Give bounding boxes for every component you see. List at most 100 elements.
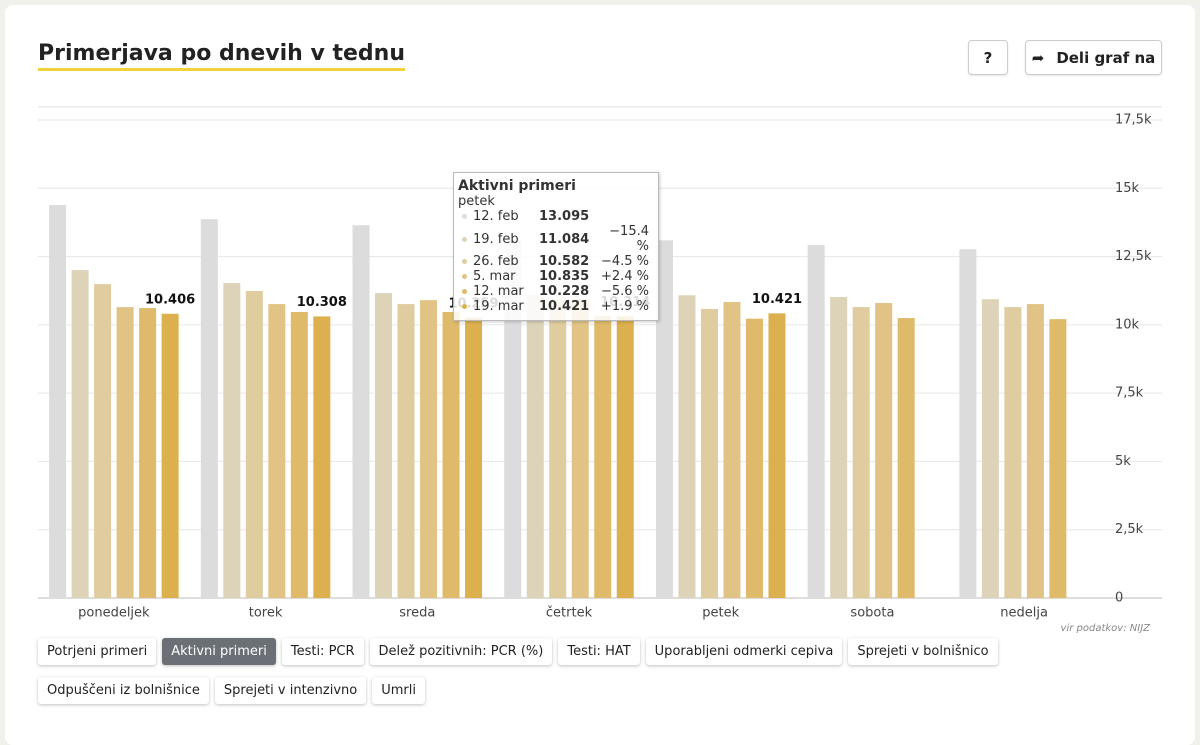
bar bbox=[1004, 307, 1022, 598]
tooltip-date: 5. mar bbox=[473, 269, 516, 284]
metric-button[interactable]: Sprejeti v intenzivno bbox=[214, 677, 367, 704]
bar bbox=[397, 304, 415, 598]
tooltip-value: 13.095 bbox=[539, 209, 590, 224]
bar bbox=[465, 317, 483, 598]
data-label: 10.406 bbox=[145, 292, 195, 307]
metric-button[interactable]: Potrjeni primeri bbox=[38, 638, 157, 665]
data-label: 10.421 bbox=[752, 292, 802, 307]
tooltip-row: 5. mar 10.835 +2.4 % bbox=[458, 269, 654, 284]
tooltip-dot bbox=[462, 236, 467, 242]
tooltip-row: 26. feb 10.582 −4.5 % bbox=[458, 254, 654, 269]
bar bbox=[830, 296, 848, 598]
tooltip-row: 19. feb 11.084 −15.4 % bbox=[458, 224, 654, 254]
tooltip-category: petek bbox=[458, 194, 495, 209]
bar bbox=[200, 219, 218, 598]
x-tick-label: sobota bbox=[850, 606, 894, 621]
tooltip-dot bbox=[462, 274, 467, 279]
metric-button[interactable]: Sprejeti v bolnišnico bbox=[848, 638, 998, 665]
tooltip-change: +2.4 % bbox=[600, 269, 649, 284]
tooltip-value: 10.421 bbox=[539, 299, 590, 314]
bar bbox=[71, 270, 89, 598]
tooltip-date: 26. feb bbox=[473, 254, 519, 269]
y-tick-label: 12,5k bbox=[1115, 249, 1152, 264]
data-label: 10.308 bbox=[297, 295, 347, 310]
metric-button[interactable]: Testi: HAT bbox=[558, 638, 640, 665]
tooltip-value: 10.228 bbox=[539, 284, 590, 299]
x-tick-label: nedelja bbox=[1000, 606, 1048, 621]
metric-button[interactable]: Testi: PCR bbox=[281, 638, 364, 665]
tooltip-change: −4.5 % bbox=[600, 254, 649, 269]
help-button[interactable]: ? bbox=[968, 40, 1008, 75]
metric-button[interactable]: Umrli bbox=[372, 677, 425, 704]
metric-button[interactable]: Uporabljeni odmerki cepiva bbox=[645, 638, 843, 665]
bar bbox=[442, 312, 460, 598]
bar bbox=[768, 313, 786, 598]
y-tick-label: 5k bbox=[1115, 454, 1131, 469]
tooltip-row: 12. feb 13.095 bbox=[458, 209, 654, 224]
bar bbox=[981, 299, 999, 598]
button-bar: Potrjeni primeri Aktivni primeri Testi: PC… bbox=[38, 638, 1108, 704]
y-tick-label: 0 bbox=[1115, 591, 1123, 606]
bar bbox=[139, 308, 157, 598]
y-tick-label: 2,5k bbox=[1115, 522, 1144, 537]
x-tick-label: torek bbox=[249, 606, 283, 621]
bar bbox=[245, 290, 263, 598]
tooltip-title: Aktivni primeri bbox=[458, 178, 576, 194]
bar bbox=[352, 225, 370, 598]
tooltip-change: +1.9 % bbox=[600, 299, 649, 314]
bar bbox=[678, 295, 696, 598]
tooltip-value: 10.835 bbox=[539, 269, 590, 284]
metric-button[interactable]: Aktivni primeri bbox=[162, 638, 276, 665]
tooltip-date: 19. mar bbox=[473, 299, 524, 314]
title: Primerjava po dnevih v tednu bbox=[38, 40, 406, 71]
bar bbox=[571, 298, 589, 598]
y-tick-label: 7,5k bbox=[1115, 386, 1144, 401]
bar bbox=[959, 249, 977, 598]
bar bbox=[116, 307, 134, 598]
tooltip-dot bbox=[462, 289, 467, 294]
tooltip-row: 19. mar 10.421 +1.9 % bbox=[458, 299, 654, 314]
metric-button[interactable]: Delež pozitivnih: PCR (%) bbox=[369, 638, 553, 665]
bar bbox=[49, 205, 67, 599]
x-tick-label: sreda bbox=[399, 606, 435, 621]
x-tick-label: petek bbox=[702, 606, 739, 621]
tooltip-date: 12. mar bbox=[473, 284, 524, 299]
bar bbox=[700, 308, 718, 598]
bar bbox=[268, 304, 286, 598]
x-tick-label: ponedeljek bbox=[78, 606, 150, 621]
bar bbox=[526, 294, 544, 598]
source: vir podatkov: NIJZ bbox=[1061, 623, 1152, 634]
share-button[interactable]: ➦ Deli graf na bbox=[1025, 40, 1162, 75]
bar bbox=[420, 300, 438, 598]
bar bbox=[375, 293, 393, 598]
bar bbox=[897, 318, 915, 598]
metric-button[interactable]: Odpuščeni iz bolnišnice bbox=[38, 677, 209, 704]
bar bbox=[549, 300, 567, 598]
bar bbox=[594, 316, 612, 598]
share-label: Deli graf na bbox=[1056, 48, 1156, 67]
tooltip-date: 12. feb bbox=[473, 209, 519, 224]
bar bbox=[852, 307, 870, 598]
tooltip-row: 12. mar 10.228 −5.6 % bbox=[458, 284, 654, 299]
tooltip-change: −5.6 % bbox=[600, 284, 649, 299]
tooltip: Aktivni primeri petek 12. feb 13.095 19. f… bbox=[453, 172, 659, 321]
bar bbox=[223, 283, 241, 598]
bar bbox=[745, 318, 763, 598]
y-tick-label: 10k bbox=[1115, 317, 1140, 332]
bar bbox=[504, 240, 522, 598]
tooltip-dot bbox=[462, 304, 467, 309]
bar bbox=[161, 313, 179, 598]
bar bbox=[1049, 319, 1067, 598]
tooltip-value: 10.582 bbox=[539, 254, 590, 269]
tooltip-dot bbox=[462, 259, 467, 264]
y-tick-label: 15k bbox=[1115, 181, 1140, 196]
bar bbox=[94, 284, 112, 598]
bar bbox=[616, 316, 634, 598]
tooltip-value: 11.084 bbox=[539, 231, 590, 247]
bar bbox=[655, 240, 673, 598]
tooltip-change: −15.4 % bbox=[609, 224, 649, 254]
tooltip-date: 19. feb bbox=[473, 231, 519, 247]
share-icon: ➦ bbox=[1031, 48, 1045, 67]
